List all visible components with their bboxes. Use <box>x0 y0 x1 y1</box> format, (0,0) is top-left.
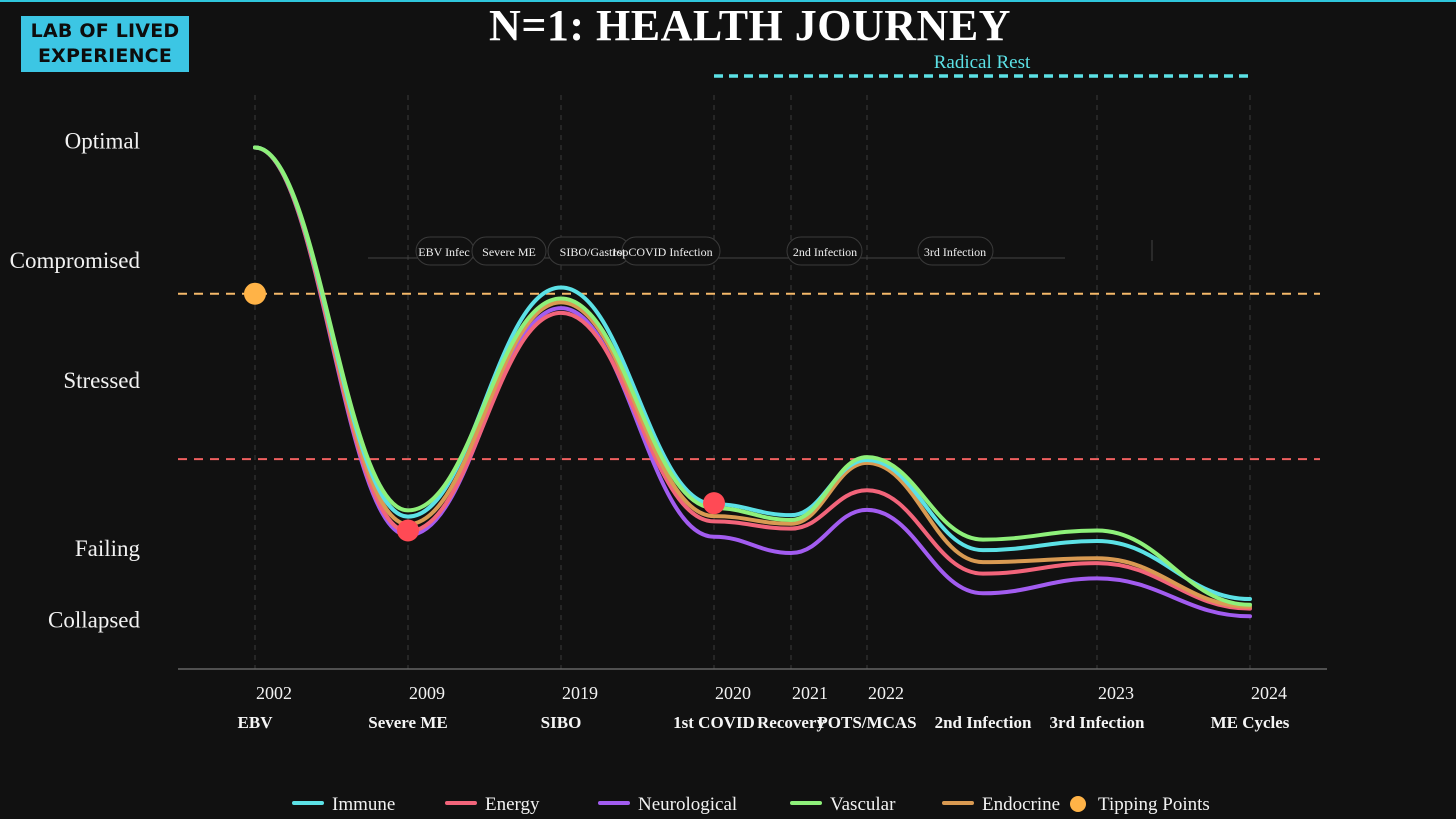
legend-label-vascular: Vascular <box>830 794 896 815</box>
tipping-point-1 <box>397 519 419 542</box>
x-tick-event-1: Severe ME <box>368 713 447 732</box>
radical-rest-label: Radical Rest <box>934 52 1031 73</box>
y-level-label-compromised: Compromised <box>10 248 141 273</box>
x-tick-event-0: EBV <box>238 713 274 732</box>
logo-line-1: LAB OF LIVED <box>30 20 180 42</box>
x-tick-year-2022: 2022 <box>868 683 904 703</box>
y-level-label-stressed: Stressed <box>63 368 140 393</box>
x-tick-event-7: 3rd Infection <box>1050 713 1145 732</box>
period-label-0: EBV Infec <box>418 245 469 259</box>
legend-label-energy: Energy <box>485 794 540 815</box>
legend-label-tipping-points: Tipping Points <box>1098 794 1210 815</box>
chart-title: N=1: HEALTH JOURNEY <box>489 1 1011 50</box>
y-level-label-optimal: Optimal <box>65 128 140 153</box>
x-tick-year-2021: 2021 <box>792 683 828 703</box>
period-label-1: Severe ME <box>482 245 536 259</box>
series-line-endocrine <box>253 145 1252 609</box>
top-accent-rule <box>0 0 1456 2</box>
x-tick-event-3: 1st COVID <box>673 713 755 732</box>
period-label-2: SIBO/Gastrop <box>560 245 629 259</box>
x-tick-event-8: ME Cycles <box>1211 713 1290 732</box>
y-level-label-collapsed: Collapsed <box>48 608 140 633</box>
period-label-5: 3rd Infection <box>924 245 986 259</box>
x-tick-year-2023: 2023 <box>1098 683 1134 703</box>
x-tick-year-2020: 2020 <box>715 683 751 703</box>
tipping-point-2 <box>703 492 725 515</box>
legend-label-immune: Immune <box>332 794 395 815</box>
x-tick-year-2009: 2009 <box>409 683 445 703</box>
series-line-neurological <box>253 145 1252 619</box>
lab-logo: LAB OF LIVED EXPERIENCE <box>21 16 189 72</box>
y-level-label-failing: Failing <box>75 536 141 561</box>
logo-line-2: EXPERIENCE <box>37 45 173 67</box>
x-tick-event-4: Recovery <box>757 713 825 732</box>
period-label-3: 1st COVID Infection <box>611 245 712 259</box>
x-tick-event-2: SIBO <box>541 713 582 732</box>
period-label-4: 2nd Infection <box>793 245 857 259</box>
x-tick-year-2024: 2024 <box>1251 683 1287 703</box>
period-pill-4 <box>786 236 863 266</box>
x-tick-event-6: 2nd Infection <box>935 713 1032 732</box>
period-pill-1 <box>471 236 547 266</box>
legend-label-endocrine: Endocrine <box>982 794 1060 815</box>
series-line-energy <box>253 145 1252 611</box>
x-tick-event-5: POTS/MCAS <box>817 713 916 732</box>
period-pill-5 <box>917 236 994 266</box>
x-tick-year-2019: 2019 <box>562 683 598 703</box>
legend-swatch-tipping-points <box>1070 796 1086 812</box>
period-pill-3 <box>621 236 721 266</box>
legend-label-neurological: Neurological <box>638 794 737 815</box>
tipping-point-0 <box>244 282 266 305</box>
x-tick-year-2002: 2002 <box>256 683 292 703</box>
series-line-vascular <box>253 145 1252 607</box>
